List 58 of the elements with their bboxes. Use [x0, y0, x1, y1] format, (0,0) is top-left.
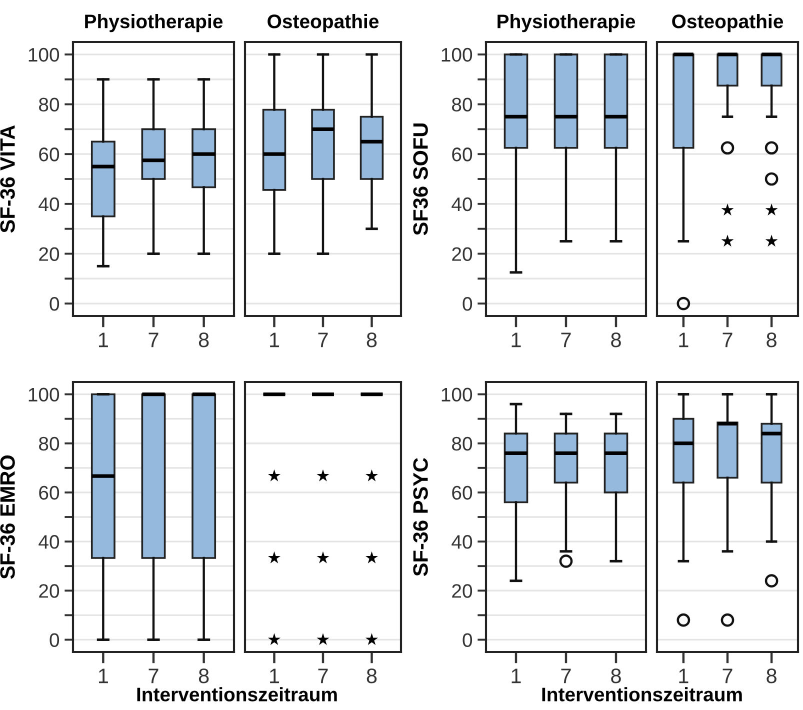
x-tick-label: 7 — [722, 332, 732, 348]
x-tick-label: 8 — [611, 332, 621, 348]
y-tick-label: 0 — [50, 633, 60, 647]
x-tick-label: 7 — [148, 668, 158, 684]
y-tick-label: 40 — [38, 197, 60, 212]
y-axis-title: SF-36 VITA — [0, 125, 15, 233]
y-tick-label: 20 — [39, 247, 60, 261]
y-tick-label: 100 — [442, 388, 472, 402]
y-tick-label: 0 — [462, 297, 472, 311]
y-axis-title: SF36 SOFU — [413, 124, 428, 236]
chart-title: Osteopathie — [672, 14, 784, 32]
x-tick-label: 1 — [679, 668, 688, 684]
chart-title: Physiotherapie — [498, 14, 636, 32]
y-tick-label: 0 — [462, 633, 472, 647]
y-tick-label: 100 — [28, 48, 60, 62]
y-axis-title: SF-36 PSYC — [413, 458, 428, 576]
y-tick-label: 20 — [452, 584, 472, 598]
x-tick-label: 1 — [98, 668, 108, 684]
x-tick-label: 7 — [561, 332, 571, 348]
y-tick-label: 80 — [452, 98, 472, 112]
y-axis-title: SF-36 EMRO — [0, 455, 15, 579]
y-tick-label: 40 — [452, 535, 472, 549]
x-tick-label: 8 — [366, 668, 377, 684]
x-tick-label: 7 — [318, 668, 328, 684]
y-tick-label: 40 — [38, 535, 60, 549]
x-tick-label: 7 — [722, 668, 732, 684]
y-tick-label: 60 — [39, 148, 60, 162]
x-tick-label: 8 — [198, 332, 209, 348]
y-tick-label: 60 — [452, 486, 472, 500]
y-tick-label: 20 — [39, 584, 60, 598]
x-tick-label: 8 — [366, 332, 377, 348]
x-tick-label: 1 — [512, 332, 521, 348]
x-axis-title: Interventionszeitraum — [137, 687, 337, 702]
x-axis-title: Interventionszeitraum — [542, 687, 742, 702]
x-tick-label: 8 — [611, 668, 621, 684]
y-tick-label: 60 — [39, 486, 60, 500]
x-tick-label: 8 — [766, 332, 776, 348]
x-tick-label: 1 — [98, 332, 108, 348]
x-tick-label: 7 — [318, 332, 328, 348]
chart-title: Osteopathie — [268, 14, 379, 32]
x-tick-label: 1 — [270, 668, 280, 684]
x-tick-label: 7 — [561, 668, 571, 684]
y-tick-label: 40 — [452, 197, 472, 212]
y-tick-label: 20 — [452, 247, 472, 261]
x-tick-label: 7 — [148, 332, 158, 348]
x-tick-label: 8 — [198, 668, 209, 684]
y-tick-label: 60 — [452, 148, 472, 162]
x-tick-label: 1 — [679, 332, 688, 348]
y-tick-label: 80 — [452, 436, 472, 451]
x-tick-label: 8 — [766, 668, 776, 684]
y-tick-label: 80 — [39, 98, 60, 112]
y-tick-label: 100 — [442, 48, 472, 62]
chart-title: Physiotherapie — [85, 14, 223, 32]
x-tick-label: 1 — [270, 332, 280, 348]
y-tick-label: 80 — [39, 436, 60, 451]
x-tick-label: 1 — [512, 668, 521, 684]
y-tick-label: 0 — [50, 297, 60, 311]
y-tick-label: 100 — [28, 388, 60, 402]
